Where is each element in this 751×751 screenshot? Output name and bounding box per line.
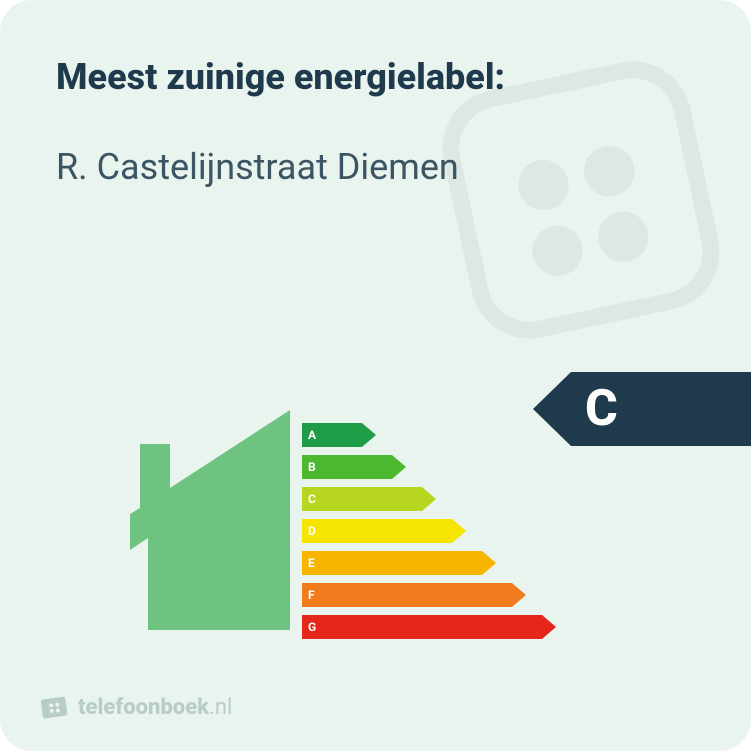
footer-brand: telefoonboek.nl bbox=[78, 695, 232, 720]
energy-bar-d: D bbox=[302, 516, 556, 546]
content: Meest zuinige energielabel: R. Castelijn… bbox=[0, 0, 751, 188]
energy-bar-label: D bbox=[308, 519, 316, 543]
energy-bars: ABCDEFG bbox=[302, 420, 556, 644]
energy-bar-f: F bbox=[302, 580, 556, 610]
energy-bar-g: G bbox=[302, 612, 556, 642]
badge-body: C bbox=[571, 372, 751, 446]
logo-icon bbox=[40, 693, 68, 721]
energy-bar-label: F bbox=[308, 583, 315, 607]
page-title: Meest zuinige energielabel: bbox=[56, 56, 695, 98]
selected-label-badge: C bbox=[533, 372, 751, 446]
energy-card: Meest zuinige energielabel: R. Castelijn… bbox=[0, 0, 751, 751]
address-subtitle: R. Castelijnstraat Diemen bbox=[56, 146, 695, 188]
house-icon bbox=[130, 410, 290, 630]
footer-brand-tld: .nl bbox=[209, 695, 232, 720]
energy-bar-label: C bbox=[308, 487, 316, 511]
energy-bar-e: E bbox=[302, 548, 556, 578]
energy-bar-label: E bbox=[308, 551, 315, 575]
footer-brand-bold: telefoonboek bbox=[78, 695, 209, 720]
energy-bar-a: A bbox=[302, 420, 556, 450]
energy-bar-label: B bbox=[308, 455, 316, 479]
badge-arrow bbox=[533, 372, 571, 446]
energy-bar-label: A bbox=[308, 423, 316, 447]
energy-bar-b: B bbox=[302, 452, 556, 482]
badge-letter: C bbox=[585, 380, 618, 438]
energy-bar-c: C bbox=[302, 484, 556, 514]
energy-bar-label: G bbox=[308, 615, 316, 639]
footer: telefoonboek.nl bbox=[40, 693, 232, 721]
